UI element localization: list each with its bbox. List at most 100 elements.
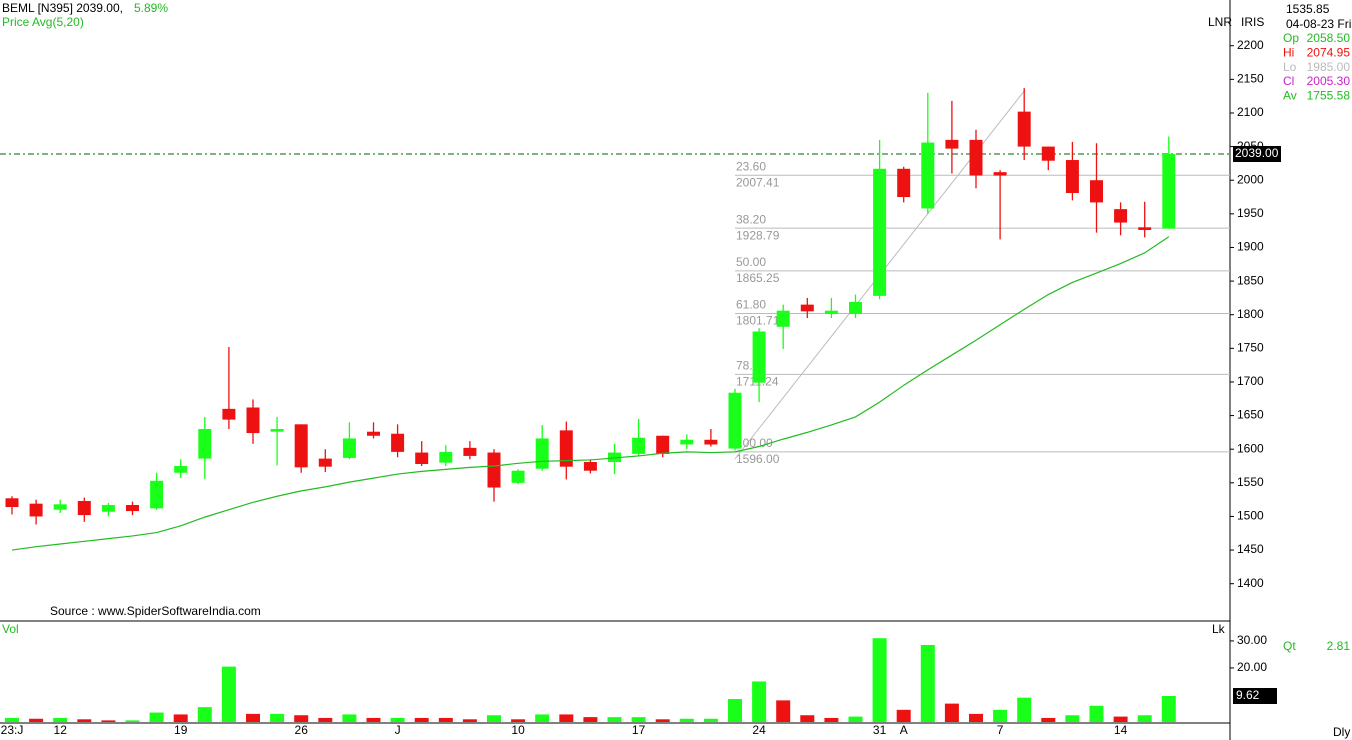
volume-bar <box>318 717 333 722</box>
fib-ratio: 61.80 <box>736 298 766 312</box>
volume-bar <box>414 717 429 722</box>
x-tick-label: 17 <box>632 723 646 737</box>
info-value: 2058.50 <box>1307 31 1351 45</box>
x-tick-label: 31 <box>873 723 887 737</box>
volume-bar <box>511 719 526 722</box>
y-tick-label: 2150 <box>1237 72 1264 86</box>
candle-body <box>535 438 549 469</box>
candle-body <box>824 310 838 315</box>
info-value: 2074.95 <box>1307 45 1351 59</box>
candle-body <box>1090 180 1103 203</box>
candle-body <box>680 439 694 445</box>
volume-bar <box>679 718 694 722</box>
volume-bar <box>535 714 550 722</box>
y-tick-label: 2000 <box>1237 172 1264 186</box>
candle-body <box>77 500 91 516</box>
y-tick-label: 1400 <box>1237 576 1264 590</box>
volume-bar <box>655 719 670 722</box>
candle-body <box>608 452 621 462</box>
info-label: Cl <box>1283 74 1294 88</box>
volume-bar <box>487 715 501 722</box>
volume-bar <box>5 717 19 722</box>
info-label: Av <box>1283 88 1297 102</box>
x-tick-label: 24 <box>752 723 766 737</box>
volume-bar <box>53 717 68 722</box>
candle-body <box>1162 153 1176 229</box>
candle-body <box>415 452 429 464</box>
volume-bar <box>848 716 863 722</box>
y-tick-label: 2200 <box>1237 38 1264 52</box>
info-date: 04-08-23 Fri <box>1286 17 1351 31</box>
x-tick-label: 7 <box>997 723 1004 737</box>
info-value: 2005.30 <box>1307 74 1351 88</box>
y-tick-label: 1850 <box>1237 273 1264 287</box>
volume-title: Vol <box>2 622 19 636</box>
fib-price: 1596.00 <box>736 452 780 466</box>
volume-bar <box>969 713 983 722</box>
y-tick-label: 20.00 <box>1237 660 1267 674</box>
candle-body <box>993 172 1007 176</box>
candle-body <box>150 480 164 509</box>
candle-body <box>29 503 43 517</box>
x-tick-label: J <box>395 723 401 737</box>
candle-body <box>126 505 139 512</box>
info-label: Hi <box>1283 45 1294 59</box>
candle-body <box>559 430 573 467</box>
volume-bar <box>294 715 309 722</box>
volume-bar <box>559 714 574 722</box>
candle-body <box>294 424 308 468</box>
fib-ratio: 50.00 <box>736 255 766 269</box>
candle-body <box>391 433 405 452</box>
candle-body <box>752 331 766 383</box>
volume-bar <box>872 638 887 722</box>
last-price-box <box>1233 145 1281 162</box>
candle-body <box>800 304 814 312</box>
value-label: 9.62 <box>1236 688 1260 702</box>
fib-price: 2007.41 <box>736 175 780 189</box>
y-tick-label: 1450 <box>1237 542 1264 556</box>
volume-bar <box>77 719 92 722</box>
info-value: 1985.00 <box>1307 60 1351 74</box>
y-tick-label: 1600 <box>1237 441 1264 455</box>
fib-price: 1801.71 <box>736 314 780 328</box>
candle-body <box>1138 227 1152 230</box>
candle-body <box>1041 146 1055 161</box>
volume-bar <box>993 709 1008 722</box>
volume-bar <box>270 713 285 722</box>
candle-body <box>1017 111 1031 147</box>
volume-bar <box>776 700 791 722</box>
candle-body <box>463 447 477 456</box>
y-tick-label: 1800 <box>1237 307 1264 321</box>
volume-bar <box>1041 717 1056 722</box>
info-label: Lo <box>1283 60 1297 74</box>
y-tick-label: 1500 <box>1237 509 1264 523</box>
volume-bar <box>173 714 188 722</box>
qt-label: Qt <box>1283 639 1296 653</box>
volume-bar <box>438 717 453 722</box>
volume-bar <box>390 717 405 722</box>
volume-bar <box>728 699 742 722</box>
x-tick-label: 26 <box>295 723 309 737</box>
info-value: 1755.58 <box>1307 88 1351 102</box>
candle-body <box>511 470 525 483</box>
volume-unit: Lk <box>1212 622 1226 636</box>
candle-body <box>367 431 380 436</box>
candle-body <box>728 392 742 449</box>
volume-bar <box>342 714 357 722</box>
x-tick-label: 23:J <box>1 723 24 737</box>
candle-body <box>101 505 115 512</box>
volume-bar <box>631 717 646 722</box>
candle-body <box>439 451 453 463</box>
volume-bar <box>1137 715 1152 722</box>
y-tick-label: 1900 <box>1237 240 1264 254</box>
fib-ratio: 38.20 <box>736 212 766 226</box>
fib-ratio: 23.60 <box>736 159 766 173</box>
x-tick-label: 12 <box>54 723 68 737</box>
volume-bar <box>29 718 44 722</box>
candle-body <box>1114 209 1128 223</box>
x-tick-label: A <box>900 723 908 737</box>
volume-bar <box>944 703 959 722</box>
source: Source : www.SpiderSoftwareIndia.com <box>50 604 261 618</box>
